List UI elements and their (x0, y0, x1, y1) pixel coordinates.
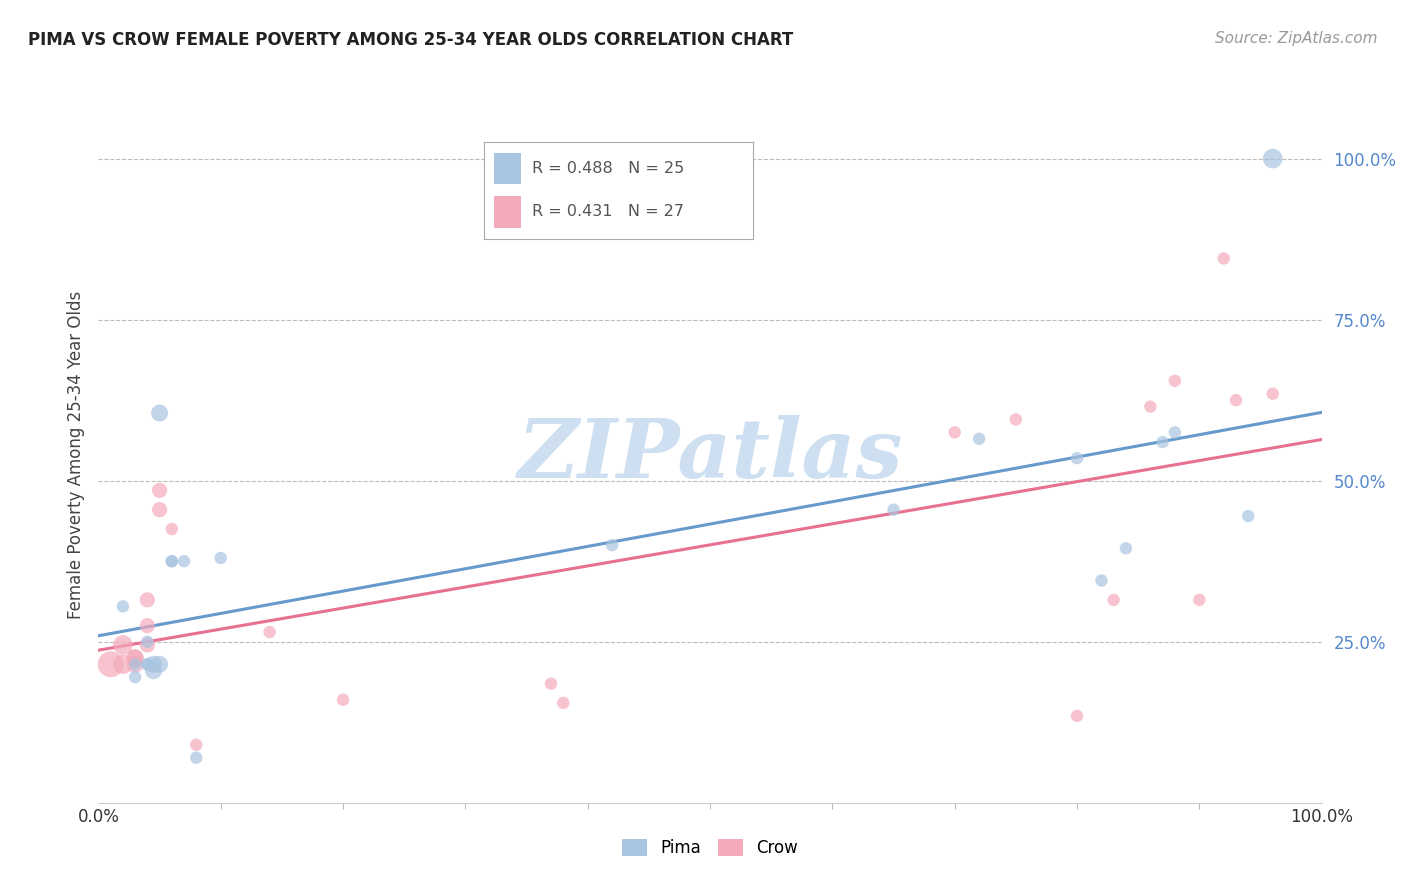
Point (142, 664, 165, 678)
Point (1066, 451, 1088, 466)
Point (1152, 435, 1174, 450)
Bar (495, 153, 522, 184)
Point (1212, 252, 1234, 266)
Point (967, 432, 990, 446)
Point (160, 554, 183, 568)
Point (1261, 152, 1284, 166)
Point (1066, 708, 1088, 723)
Y-axis label: Female Poverty Among 25-34 Year Olds: Female Poverty Among 25-34 Year Olds (66, 291, 84, 619)
Point (111, 599, 134, 614)
Point (142, 657, 165, 672)
Point (186, 738, 208, 752)
Point (173, 554, 195, 568)
Point (136, 638, 159, 652)
Point (883, 502, 905, 516)
Legend: Pima, Crow: Pima, Crow (616, 832, 804, 864)
Point (1115, 541, 1137, 556)
Text: ZIPatlas: ZIPatlas (517, 415, 903, 495)
Point (1225, 393, 1247, 408)
Point (149, 483, 172, 498)
Point (136, 657, 159, 672)
Point (149, 502, 172, 516)
Point (259, 625, 281, 640)
Point (1164, 425, 1187, 440)
Point (209, 551, 232, 566)
Point (600, 538, 623, 552)
Point (149, 406, 172, 420)
Point (136, 618, 159, 632)
Point (1102, 592, 1125, 607)
Point (149, 657, 172, 672)
Point (1004, 412, 1026, 426)
Point (1261, 386, 1284, 401)
Point (943, 425, 966, 440)
Point (1188, 592, 1211, 607)
Point (1164, 374, 1187, 388)
Point (124, 657, 146, 672)
Point (136, 592, 159, 607)
Point (1090, 574, 1112, 588)
Point (540, 676, 562, 690)
Point (553, 696, 575, 710)
Text: PIMA VS CROW FEMALE POVERTY AMONG 25-34 YEAR OLDS CORRELATION CHART: PIMA VS CROW FEMALE POVERTY AMONG 25-34 … (28, 31, 793, 49)
Point (186, 750, 208, 764)
Point (124, 651, 146, 665)
Point (1237, 509, 1260, 524)
Text: Source: ZipAtlas.com: Source: ZipAtlas.com (1215, 31, 1378, 46)
Point (332, 692, 354, 706)
Point (1139, 400, 1161, 414)
Text: R = 0.431   N = 27: R = 0.431 N = 27 (533, 204, 685, 219)
Point (100, 657, 122, 672)
Point (160, 554, 183, 568)
Point (160, 522, 183, 536)
Point (124, 651, 146, 665)
Point (124, 657, 146, 672)
Point (136, 634, 159, 648)
Point (124, 670, 146, 684)
Bar (495, 196, 522, 227)
Point (111, 638, 134, 652)
Point (136, 657, 159, 672)
Point (111, 657, 134, 672)
Text: R = 0.488   N = 25: R = 0.488 N = 25 (533, 161, 685, 176)
